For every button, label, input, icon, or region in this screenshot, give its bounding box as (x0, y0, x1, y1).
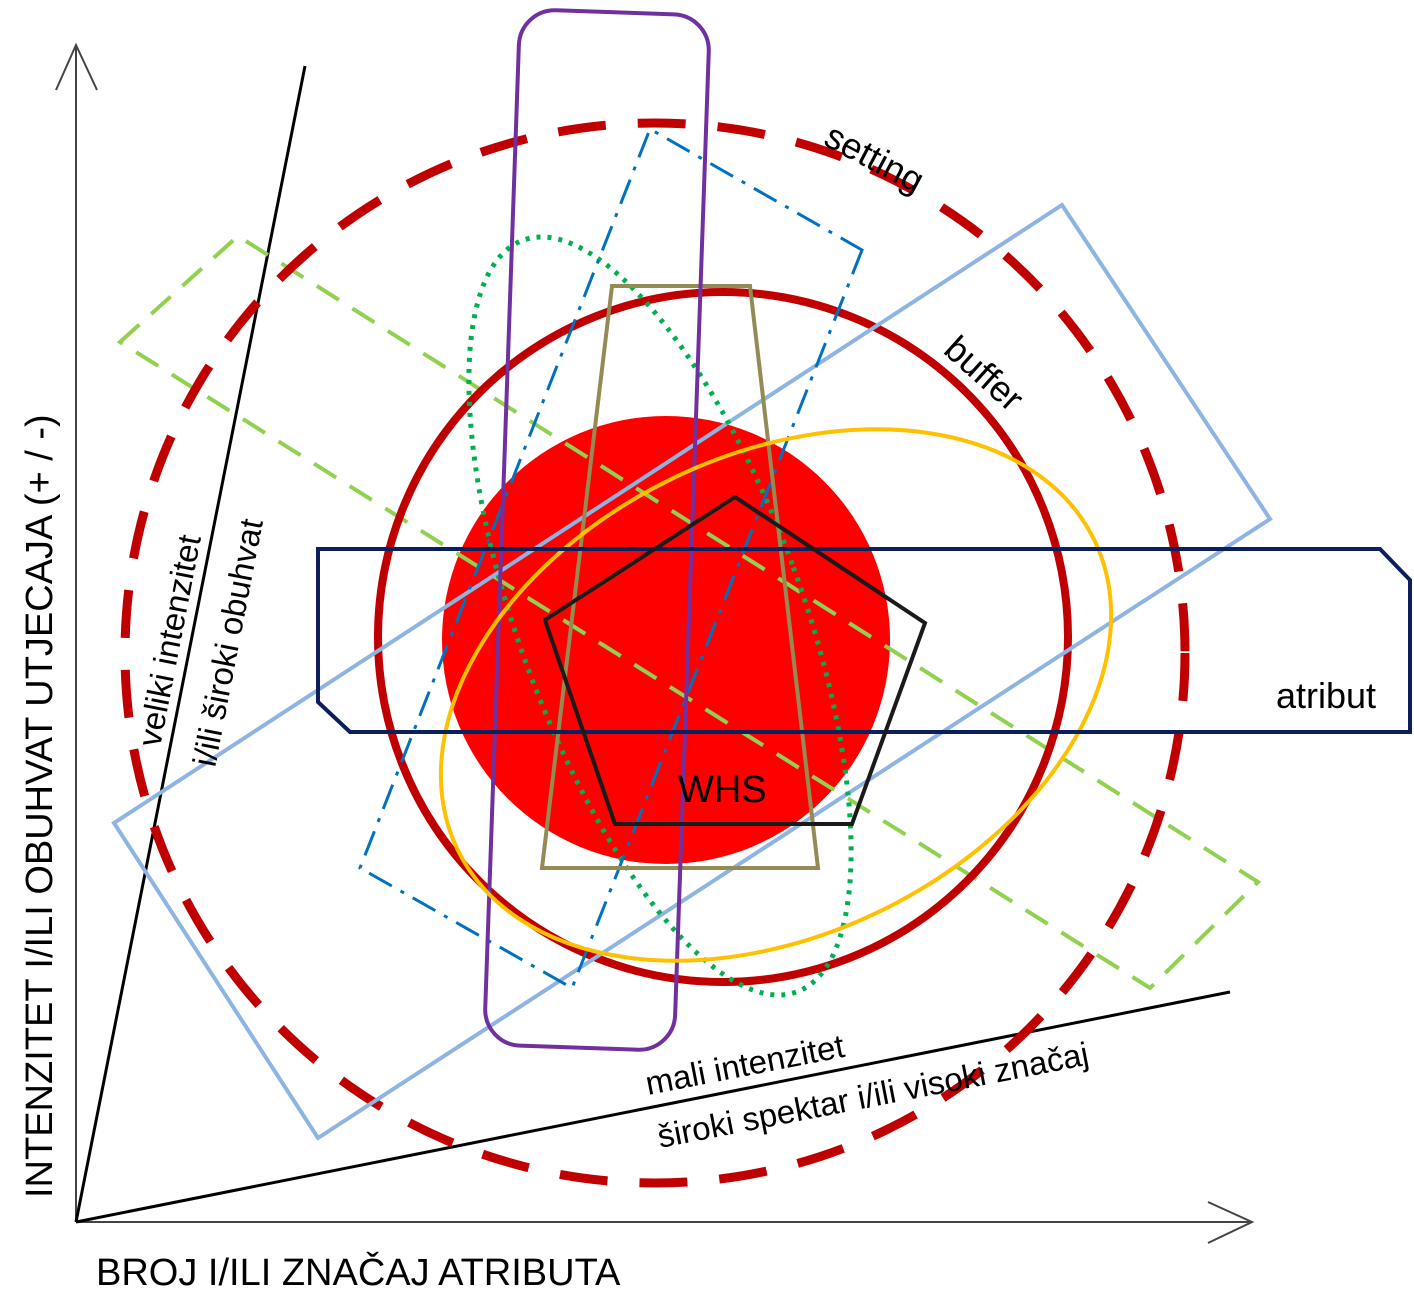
whs-label: WHS (678, 769, 767, 811)
green-dotted-ellipse (466, 234, 854, 998)
green-dashed-rect (116, 233, 1262, 991)
atribut-label: atribut (1276, 675, 1376, 716)
blue-dashdot-rect (358, 126, 864, 991)
y-axis-label: INTENZITET I/ILI OBUHVAT UTJECAJA (+ / -… (19, 414, 61, 1198)
orange-ellipse (438, 427, 1114, 963)
shallow-ray (75, 990, 1231, 1224)
y-axis-arrowhead (55, 42, 98, 91)
whs-pentagon (542, 494, 928, 826)
purple-rounded-rect (483, 8, 711, 1052)
setting-label: setting (818, 115, 931, 201)
atribut-shape (316, 547, 1412, 734)
steep-ray (74, 65, 307, 1223)
setting-circle (120, 118, 1190, 1188)
x-axis-arrowhead (1207, 1201, 1255, 1244)
light-blue-rect (111, 202, 1273, 1141)
buffer-circle (374, 288, 1072, 986)
axes (55, 42, 1255, 1244)
x-axis-label: BROJ I/ILI ZNAČAJ ATRIBUTA (96, 1250, 621, 1293)
